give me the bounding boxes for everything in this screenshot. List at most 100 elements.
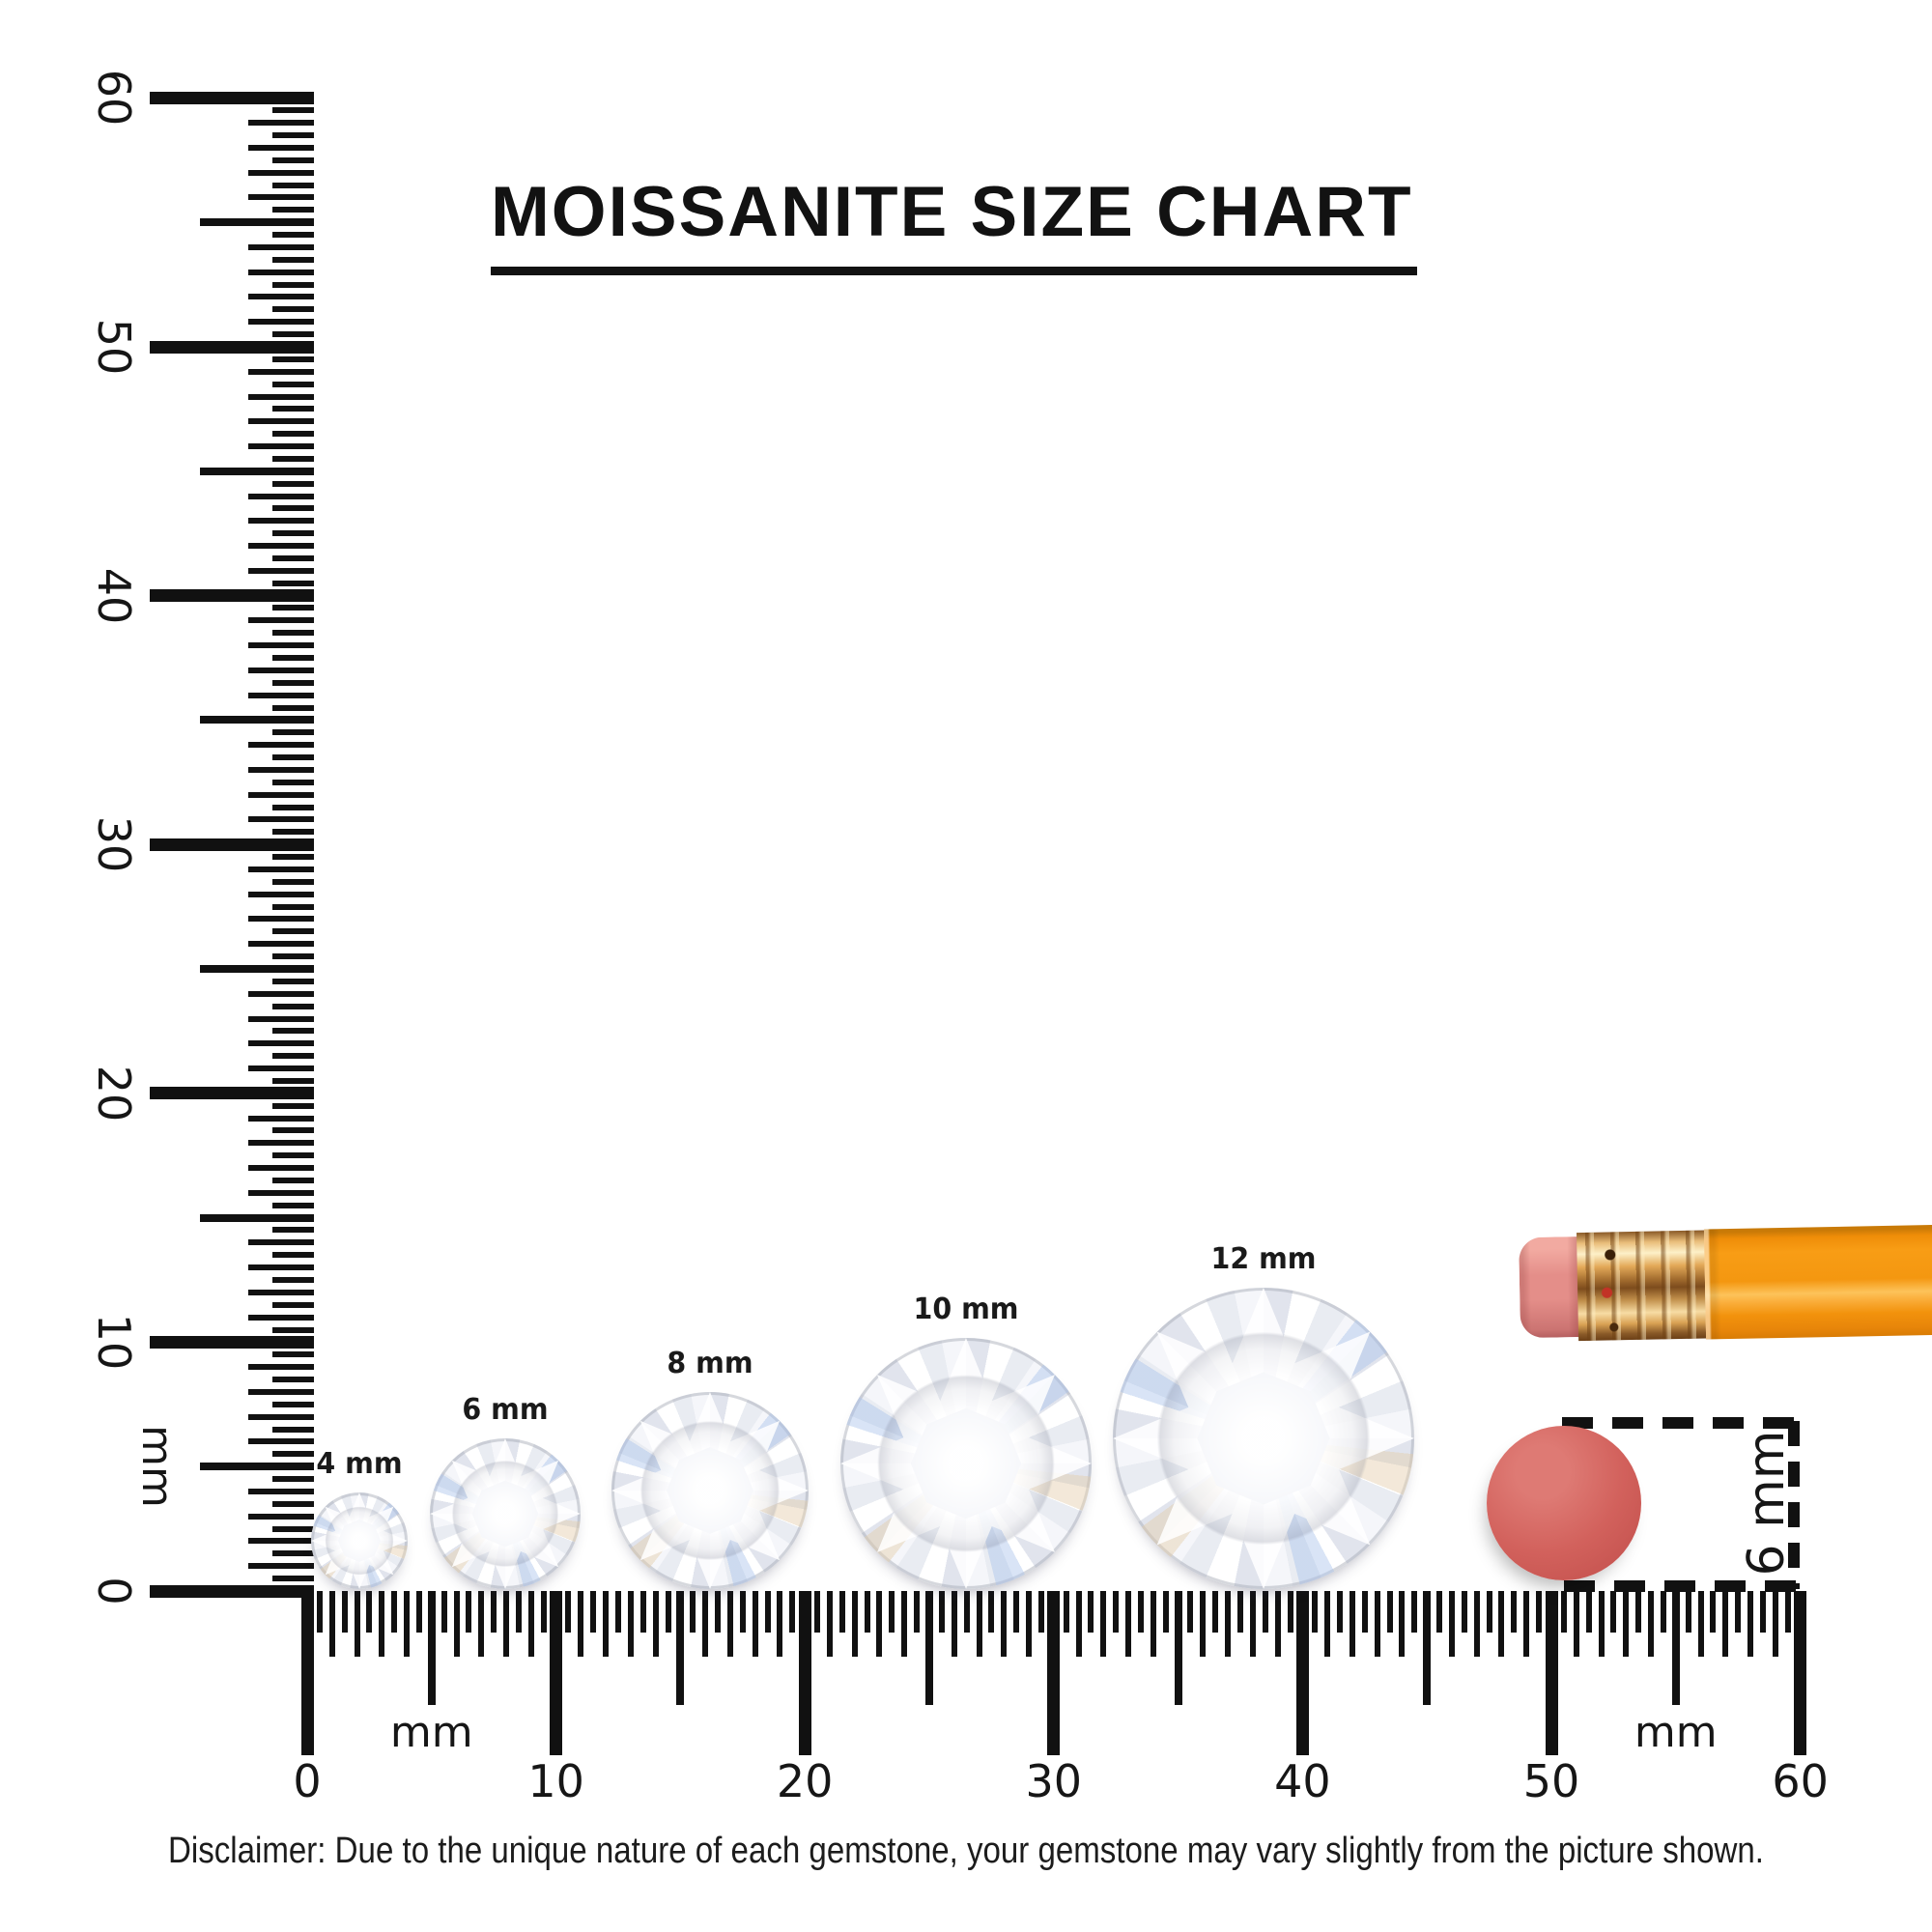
vertical-ruler-tick xyxy=(248,518,314,525)
horizontal-ruler-tick xyxy=(328,1591,335,1657)
horizontal-ruler-tick xyxy=(565,1591,572,1633)
horizontal-ruler-tick xyxy=(1162,1591,1169,1633)
vertical-ruler-tick xyxy=(248,1015,314,1022)
vertical-ruler-tick xyxy=(150,1584,314,1598)
horizontal-ruler-tick xyxy=(1411,1591,1418,1633)
horizontal-ruler-tick xyxy=(354,1591,360,1657)
vertical-ruler-tick xyxy=(200,1463,314,1471)
horizontal-ruler-tick xyxy=(527,1591,534,1657)
horizontal-ruler-tick xyxy=(851,1591,858,1657)
vertical-ruler-tick xyxy=(248,1513,314,1520)
vertical-ruler-tick xyxy=(248,1438,314,1445)
vertical-ruler-tick xyxy=(272,978,314,984)
horizontal-ruler-tick xyxy=(1735,1591,1742,1633)
vertical-ruler-tick xyxy=(248,1239,314,1246)
horizontal-ruler-tick xyxy=(1573,1591,1579,1657)
horizontal-ruler-unit-label: mm xyxy=(389,1708,473,1757)
vertical-ruler-tick xyxy=(248,1314,314,1321)
horizontal-ruler-tick xyxy=(1361,1591,1368,1633)
horizontal-ruler-number: 20 xyxy=(776,1755,834,1807)
gem-graphic xyxy=(1113,1288,1414,1589)
vertical-ruler-tick xyxy=(248,1289,314,1295)
horizontal-ruler-tick xyxy=(1386,1591,1393,1633)
vertical-ruler-tick xyxy=(248,692,314,698)
vertical-ruler-tick xyxy=(272,1227,314,1234)
horizontal-ruler-tick xyxy=(1037,1591,1044,1633)
vertical-ruler-tick xyxy=(272,1277,314,1283)
horizontal-ruler-number: 10 xyxy=(527,1755,584,1807)
gem-graphic xyxy=(611,1392,809,1589)
vertical-ruler-tick xyxy=(272,655,314,661)
horizontal-ruler-tick xyxy=(889,1591,895,1633)
vertical-ruler-tick xyxy=(272,331,314,338)
horizontal-ruler-tick xyxy=(603,1591,610,1657)
vertical-ruler-tick xyxy=(272,480,314,487)
disclaimer-text: Disclaimer: Due to the unique nature of … xyxy=(168,1831,1764,1871)
horizontal-ruler-tick xyxy=(1697,1591,1704,1657)
horizontal-ruler-tick xyxy=(798,1591,811,1755)
vertical-ruler-tick xyxy=(248,990,314,997)
vertical-ruler-tick xyxy=(272,878,314,885)
horizontal-ruler-tick xyxy=(1585,1591,1592,1633)
vertical-ruler-tick xyxy=(272,580,314,586)
eraser-size-label: 6 mm xyxy=(1738,1430,1796,1577)
horizontal-ruler-tick xyxy=(491,1591,497,1633)
vertical-ruler-tick xyxy=(150,340,314,354)
horizontal-ruler-tick xyxy=(789,1591,796,1633)
horizontal-ruler-tick xyxy=(1685,1591,1691,1633)
vertical-ruler-tick xyxy=(248,1115,314,1122)
vertical-ruler-tick xyxy=(272,1202,314,1208)
vertical-ruler-tick xyxy=(272,281,314,288)
vertical-ruler-tick xyxy=(272,381,314,387)
vertical-ruler-tick xyxy=(272,704,314,711)
horizontal-ruler-tick xyxy=(676,1591,685,1705)
vertical-ruler-tick xyxy=(248,1140,314,1147)
horizontal-ruler-tick xyxy=(1200,1591,1207,1657)
horizontal-ruler-tick xyxy=(1486,1591,1492,1633)
vertical-ruler-tick xyxy=(248,368,314,375)
horizontal-ruler-tick xyxy=(415,1591,422,1633)
horizontal-ruler-tick xyxy=(1324,1591,1331,1657)
vertical-ruler-tick xyxy=(200,218,314,227)
vertical-ruler-tick xyxy=(248,543,314,550)
vertical-ruler-tick xyxy=(248,617,314,624)
vertical-ruler-tick xyxy=(248,642,314,649)
vertical-ruler-number: 10 xyxy=(88,1314,140,1371)
vertical-ruler-tick xyxy=(248,1264,314,1271)
pencil-body xyxy=(1703,1225,1932,1340)
vertical-ruler-tick xyxy=(150,91,314,104)
horizontal-ruler-tick xyxy=(901,1591,908,1657)
horizontal-ruler-tick xyxy=(864,1591,870,1633)
horizontal-ruler-tick xyxy=(639,1591,646,1633)
horizontal-ruler-tick xyxy=(1747,1591,1754,1657)
vertical-ruler-tick xyxy=(272,256,314,263)
horizontal-ruler-tick xyxy=(1784,1591,1791,1633)
vertical-ruler-tick xyxy=(248,120,314,127)
horizontal-ruler-number: 30 xyxy=(1025,1755,1083,1807)
horizontal-ruler-tick xyxy=(1001,1591,1008,1657)
horizontal-ruler-tick xyxy=(752,1591,758,1657)
vertical-ruler-number: 30 xyxy=(88,815,140,873)
horizontal-ruler-tick xyxy=(1312,1591,1319,1633)
horizontal-ruler-tick xyxy=(1013,1591,1020,1633)
vertical-ruler-number: 20 xyxy=(88,1065,140,1122)
horizontal-ruler-number: 0 xyxy=(293,1755,322,1807)
horizontal-ruler-tick xyxy=(1660,1591,1666,1633)
vertical-ruler-tick xyxy=(248,1388,314,1395)
vertical-ruler-tick xyxy=(248,1538,314,1545)
horizontal-ruler-tick xyxy=(1448,1591,1455,1657)
horizontal-ruler-tick xyxy=(838,1591,845,1633)
vertical-ruler-number: 60 xyxy=(88,70,140,127)
gem-graphic xyxy=(311,1492,408,1589)
vertical-ruler-tick xyxy=(272,530,314,537)
vertical-ruler-tick xyxy=(248,567,314,574)
horizontal-ruler-tick xyxy=(702,1591,709,1657)
vertical-ruler-tick xyxy=(248,294,314,300)
horizontal-ruler-tick xyxy=(1026,1591,1033,1657)
vertical-ruler-tick xyxy=(248,169,314,176)
vertical-ruler-tick xyxy=(272,1401,314,1407)
horizontal-ruler-tick xyxy=(1722,1591,1729,1657)
vertical-ruler-tick xyxy=(272,156,314,163)
vertical-ruler-tick xyxy=(248,194,314,201)
horizontal-ruler-unit-label: mm xyxy=(1634,1708,1718,1757)
